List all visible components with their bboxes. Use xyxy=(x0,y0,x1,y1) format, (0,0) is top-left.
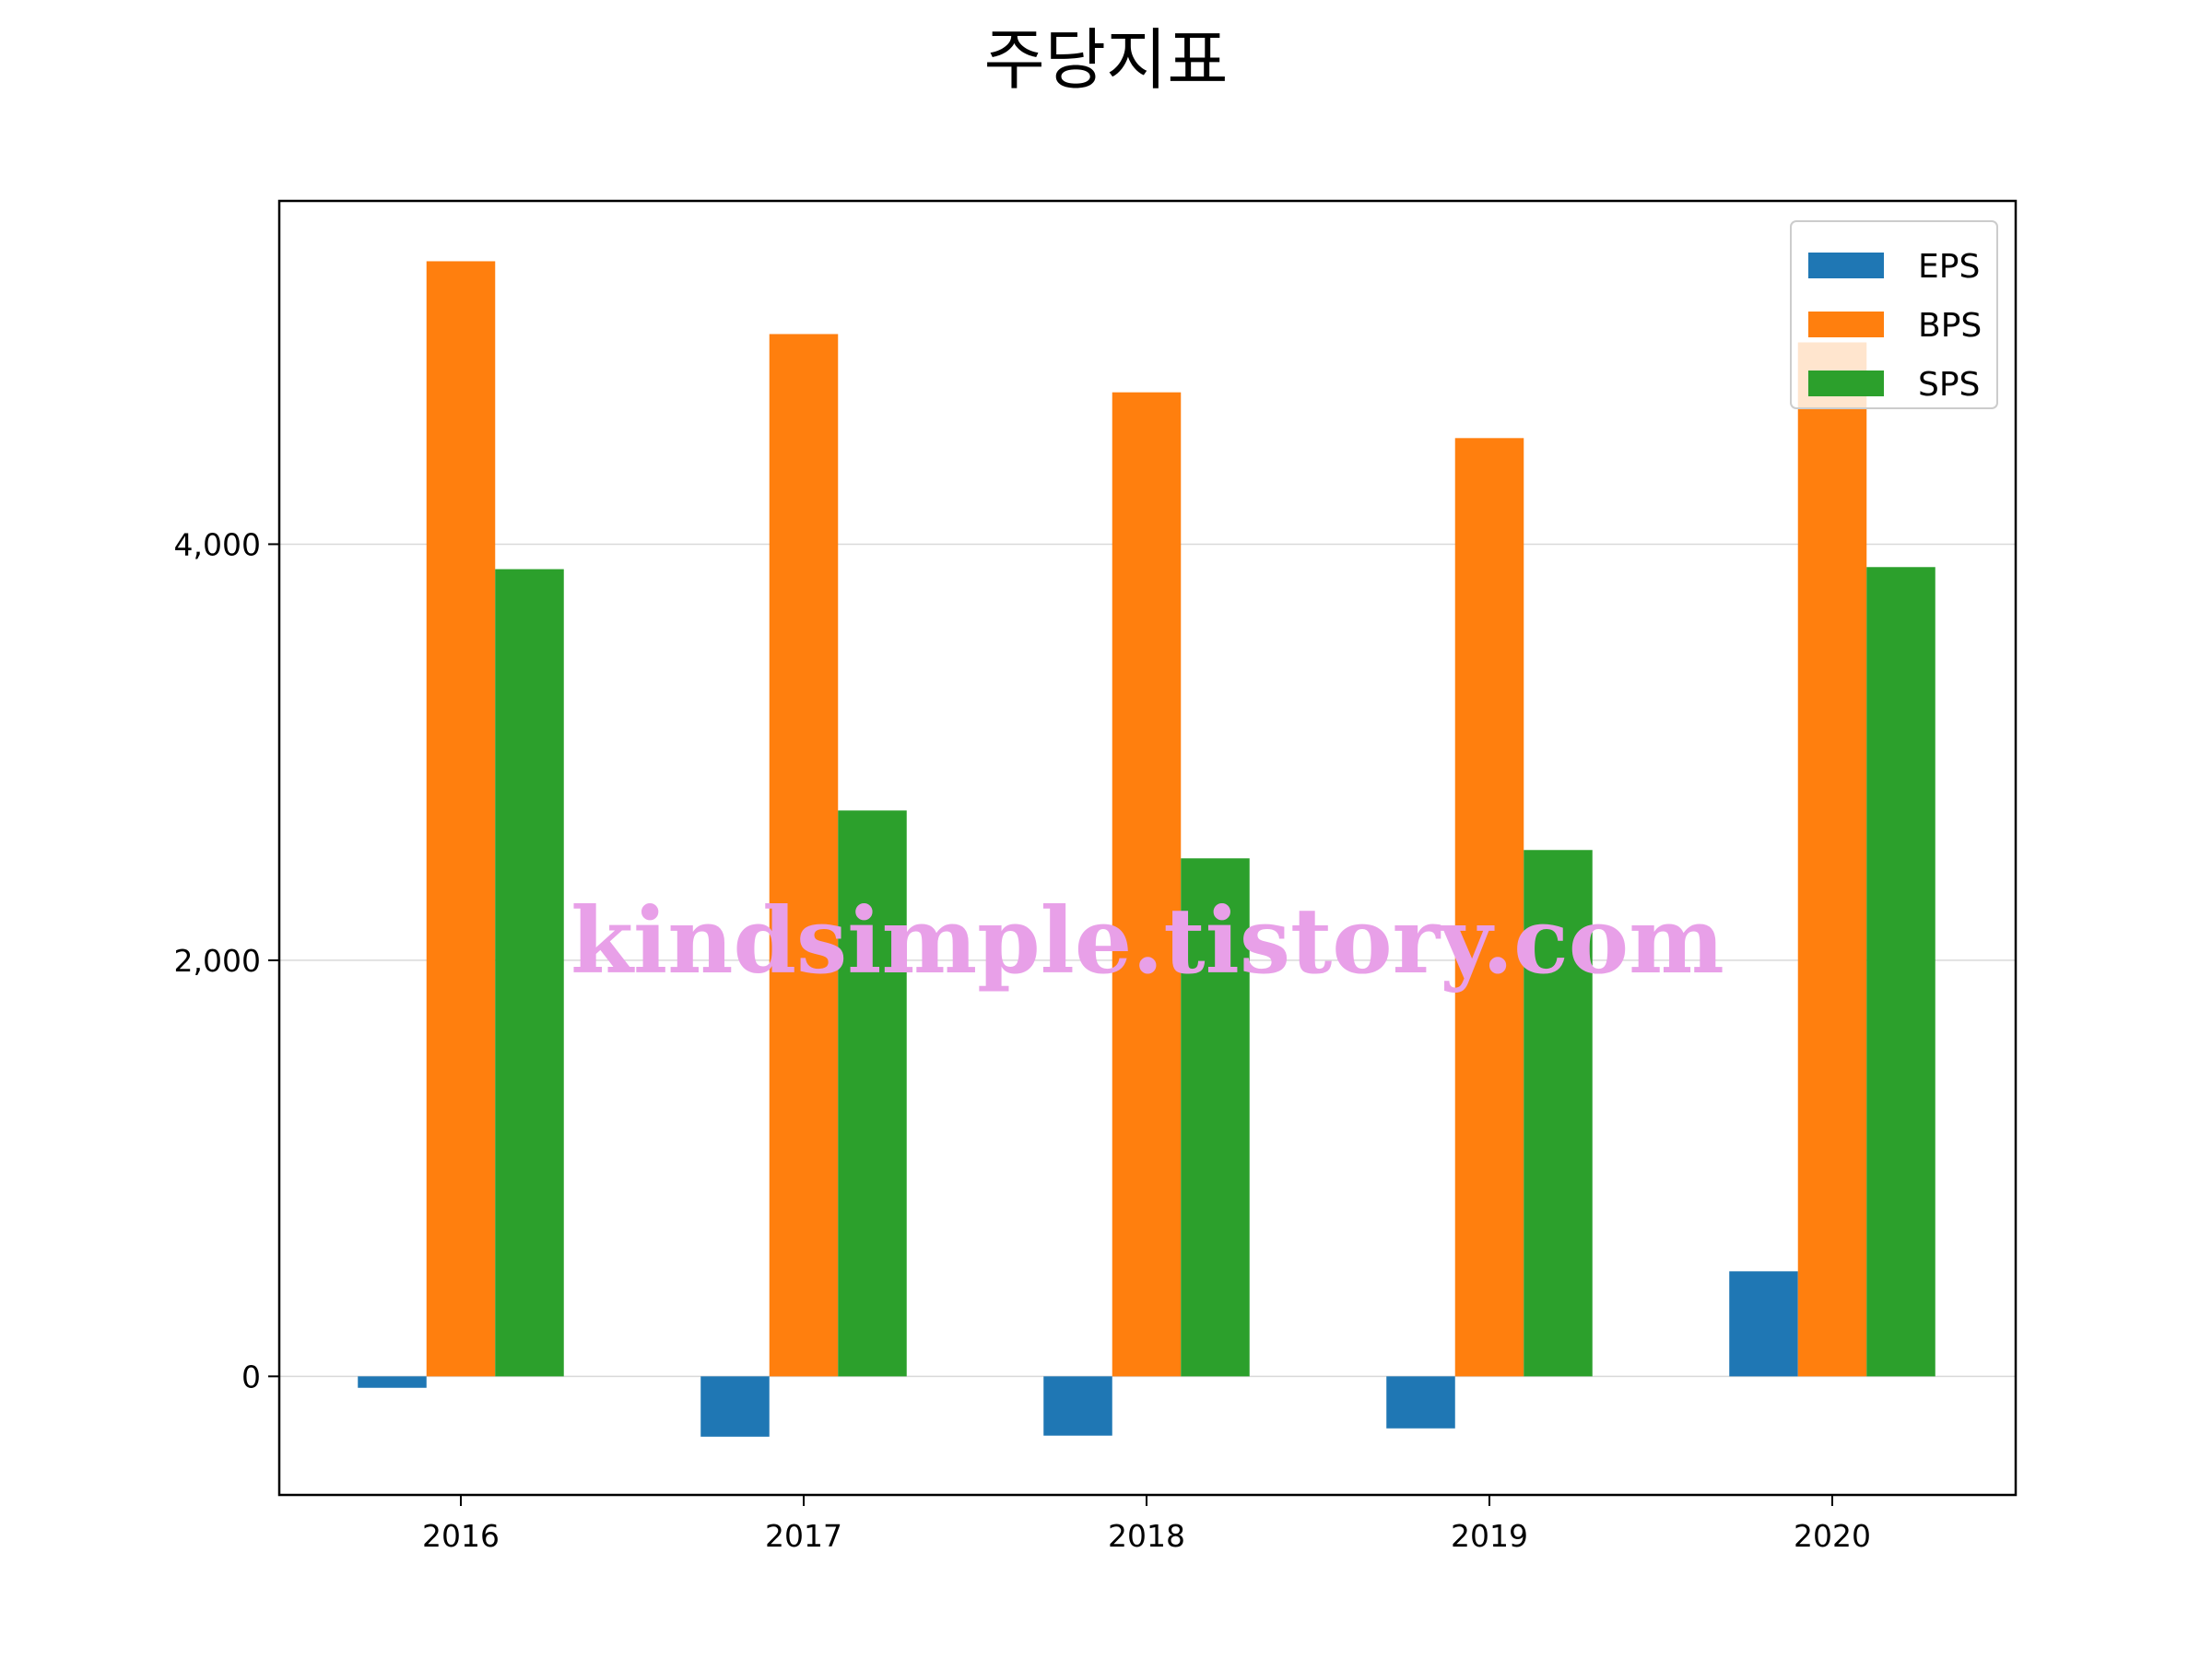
legend-label-bps: BPS xyxy=(1918,307,1982,345)
chart-title: 주당지표 xyxy=(984,21,1229,99)
watermark-text: kindsimple.tistory.com xyxy=(571,888,1724,994)
legend-swatch-eps xyxy=(1808,253,1884,278)
legend-label-sps: SPS xyxy=(1918,366,1980,404)
bars xyxy=(358,261,1936,1437)
bar-eps-2017 xyxy=(700,1376,770,1437)
bar-sps-2018 xyxy=(1181,858,1250,1377)
bar-sps-2020 xyxy=(1866,567,1936,1377)
x-tick-label-2016: 2016 xyxy=(422,1518,500,1554)
x-tick-label-2017: 2017 xyxy=(765,1518,842,1554)
y-tick-label-1: 2,000 xyxy=(174,943,261,979)
axes: 2016 2017 2018 2019 2020 0 2,000 4,000 xyxy=(174,526,1871,1554)
bar-eps-2019 xyxy=(1386,1376,1455,1429)
legend-label-eps: EPS xyxy=(1918,248,1980,286)
x-tick-label-2019: 2019 xyxy=(1451,1518,1528,1554)
bar-eps-2018 xyxy=(1043,1376,1112,1436)
x-tick-label-2018: 2018 xyxy=(1108,1518,1185,1554)
y-tick-label-2: 4,000 xyxy=(174,526,261,562)
bar-eps-2020 xyxy=(1729,1271,1798,1377)
bar-bps-2017 xyxy=(769,334,839,1377)
bar-bps-2019 xyxy=(1454,438,1524,1377)
legend-swatch-sps xyxy=(1808,371,1884,396)
bar-bps-2018 xyxy=(1112,392,1182,1377)
y-tick-label-0: 0 xyxy=(241,1359,261,1394)
bar-bps-2020 xyxy=(1797,342,1867,1377)
x-tick-label-2020: 2020 xyxy=(1794,1518,1871,1554)
bar-sps-2019 xyxy=(1524,850,1593,1377)
legend-swatch-bps xyxy=(1808,312,1884,337)
bar-sps-2017 xyxy=(838,810,907,1377)
bar-bps-2016 xyxy=(426,261,496,1377)
bar-sps-2016 xyxy=(495,569,564,1377)
legend: EPS BPS SPS xyxy=(1790,220,1998,409)
bar-eps-2016 xyxy=(358,1376,427,1388)
